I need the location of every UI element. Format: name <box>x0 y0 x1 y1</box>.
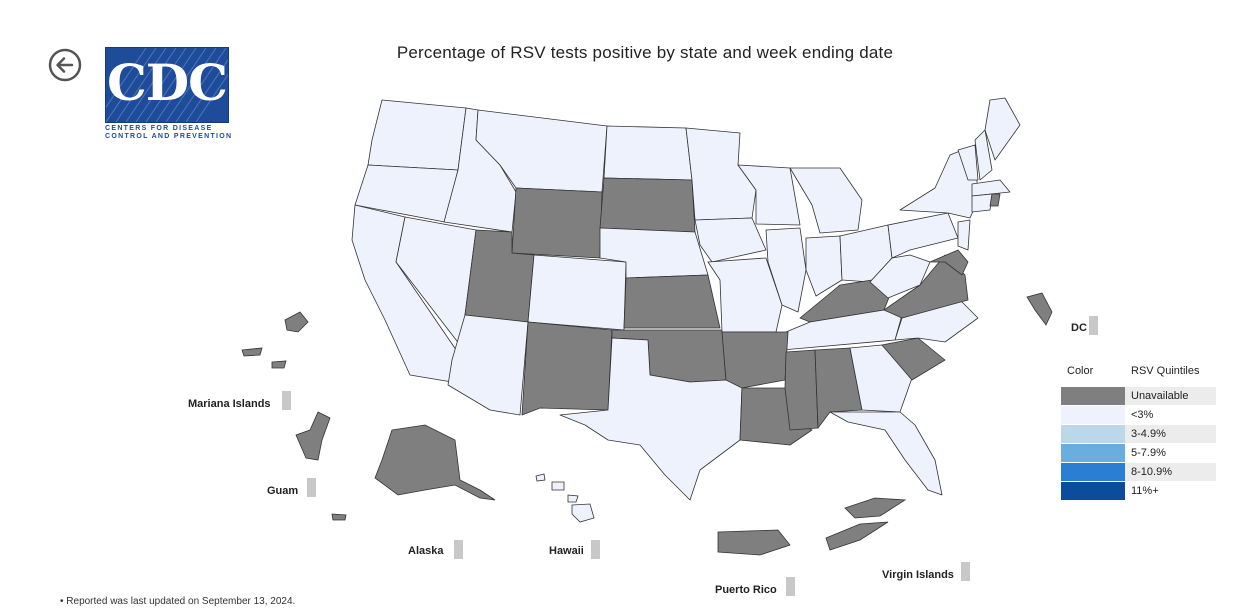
label-mariana-islands: Mariana Islands <box>188 398 271 410</box>
legend-item: 8-10.9% <box>1061 463 1217 482</box>
legend-swatch <box>1061 425 1125 443</box>
state-connecticut[interactable] <box>971 193 993 213</box>
legend-swatch <box>1061 406 1125 424</box>
arrow-left-circle-icon <box>48 48 82 82</box>
label-guam: Guam <box>267 485 299 497</box>
territory-guam[interactable] <box>295 411 331 461</box>
state-wisconsin[interactable] <box>737 164 801 226</box>
chip-alaska[interactable] <box>454 540 463 559</box>
chip-hawaii[interactable] <box>591 540 600 559</box>
state-iowa[interactable] <box>694 217 767 263</box>
state-south-carolina[interactable] <box>881 337 946 381</box>
legend-label: 3-4.9% <box>1125 425 1216 443</box>
state-massachusetts[interactable] <box>971 179 1011 197</box>
chip-virgin-islands[interactable] <box>961 562 970 581</box>
state-minnesota[interactable] <box>685 127 757 221</box>
legend-label: <3% <box>1131 409 1154 421</box>
cdc-logo: CDC CENTERS FOR DISEASE CONTROL AND PREV… <box>105 47 233 142</box>
legend-item: Unavailable <box>1061 387 1217 406</box>
territory-hawaii[interactable] <box>535 473 595 523</box>
territory-mariana-islands[interactable] <box>241 311 309 369</box>
state-illinois[interactable] <box>765 227 807 313</box>
back-button[interactable] <box>48 48 82 82</box>
logo-line1: CENTERS FOR DISEASE <box>105 125 213 132</box>
legend-color-header: Color <box>1067 365 1094 377</box>
state-washington[interactable] <box>367 99 467 171</box>
legend-swatch <box>1061 387 1125 405</box>
state-florida[interactable] <box>829 411 943 496</box>
legend-item: 3-4.9% <box>1061 425 1217 444</box>
dc-shape[interactable] <box>1026 292 1053 326</box>
legend: Color RSV Quintiles Unavailable <3% 3-4.9%… <box>1061 363 1217 501</box>
legend-label: 8-10.9% <box>1125 463 1216 481</box>
chip-dc[interactable] <box>1089 316 1098 335</box>
label-virgin-islands: Virgin Islands <box>882 569 954 581</box>
label-puerto-rico: Puerto Rico <box>715 584 777 596</box>
state-new-hampshire[interactable] <box>974 129 993 181</box>
footnote: • Reported was last updated on September… <box>60 596 296 607</box>
state-mississippi[interactable] <box>784 349 819 431</box>
label-alaska: Alaska <box>408 545 444 557</box>
legend-quintile-header: RSV Quintiles <box>1131 365 1200 377</box>
legend-swatch <box>1061 444 1125 462</box>
state-rhode-island[interactable] <box>989 193 1001 207</box>
state-south-dakota[interactable] <box>599 177 696 233</box>
state-pennsylvania[interactable] <box>887 212 959 259</box>
logo-line2: CONTROL AND PREVENTION <box>105 133 233 140</box>
logo-text: CDC <box>107 53 228 112</box>
state-wyoming[interactable] <box>511 187 603 259</box>
chip-puerto-rico[interactable] <box>786 577 795 596</box>
state-vermont[interactable] <box>957 144 979 181</box>
territory-alaska[interactable] <box>331 424 496 521</box>
page-title: Percentage of RSV tests positive by stat… <box>396 43 894 62</box>
territory-puerto-rico[interactable] <box>717 529 791 556</box>
chip-guam[interactable] <box>307 478 316 497</box>
legend-item: 11%+ <box>1061 482 1217 501</box>
logo-stripes-icon <box>106 48 228 122</box>
state-maryland-delaware[interactable] <box>929 249 969 276</box>
state-maine[interactable] <box>984 97 1021 161</box>
state-indiana[interactable] <box>805 235 843 297</box>
label-dc: DC <box>1071 322 1087 334</box>
legend-label: 11%+ <box>1131 485 1159 497</box>
legend-swatch <box>1061 482 1125 500</box>
territory-virgin-islands[interactable] <box>825 497 907 551</box>
state-north-dakota[interactable] <box>603 125 693 181</box>
label-hawaii: Hawaii <box>549 545 584 557</box>
legend-swatch <box>1061 463 1125 481</box>
legend-label: 5-7.9% <box>1131 447 1166 459</box>
state-michigan[interactable] <box>789 167 863 234</box>
state-alabama[interactable] <box>814 347 863 429</box>
state-arkansas[interactable] <box>721 331 789 389</box>
chip-mariana-islands[interactable] <box>282 391 291 410</box>
state-new-mexico[interactable] <box>521 321 613 416</box>
legend-label: Unavailable <box>1125 387 1216 405</box>
legend-item: 5-7.9% <box>1061 444 1217 463</box>
state-colorado[interactable] <box>527 254 627 331</box>
state-texas[interactable] <box>559 337 743 501</box>
state-new-jersey[interactable] <box>957 219 971 251</box>
legend-item: <3% <box>1061 406 1217 425</box>
state-kansas[interactable] <box>623 274 721 329</box>
